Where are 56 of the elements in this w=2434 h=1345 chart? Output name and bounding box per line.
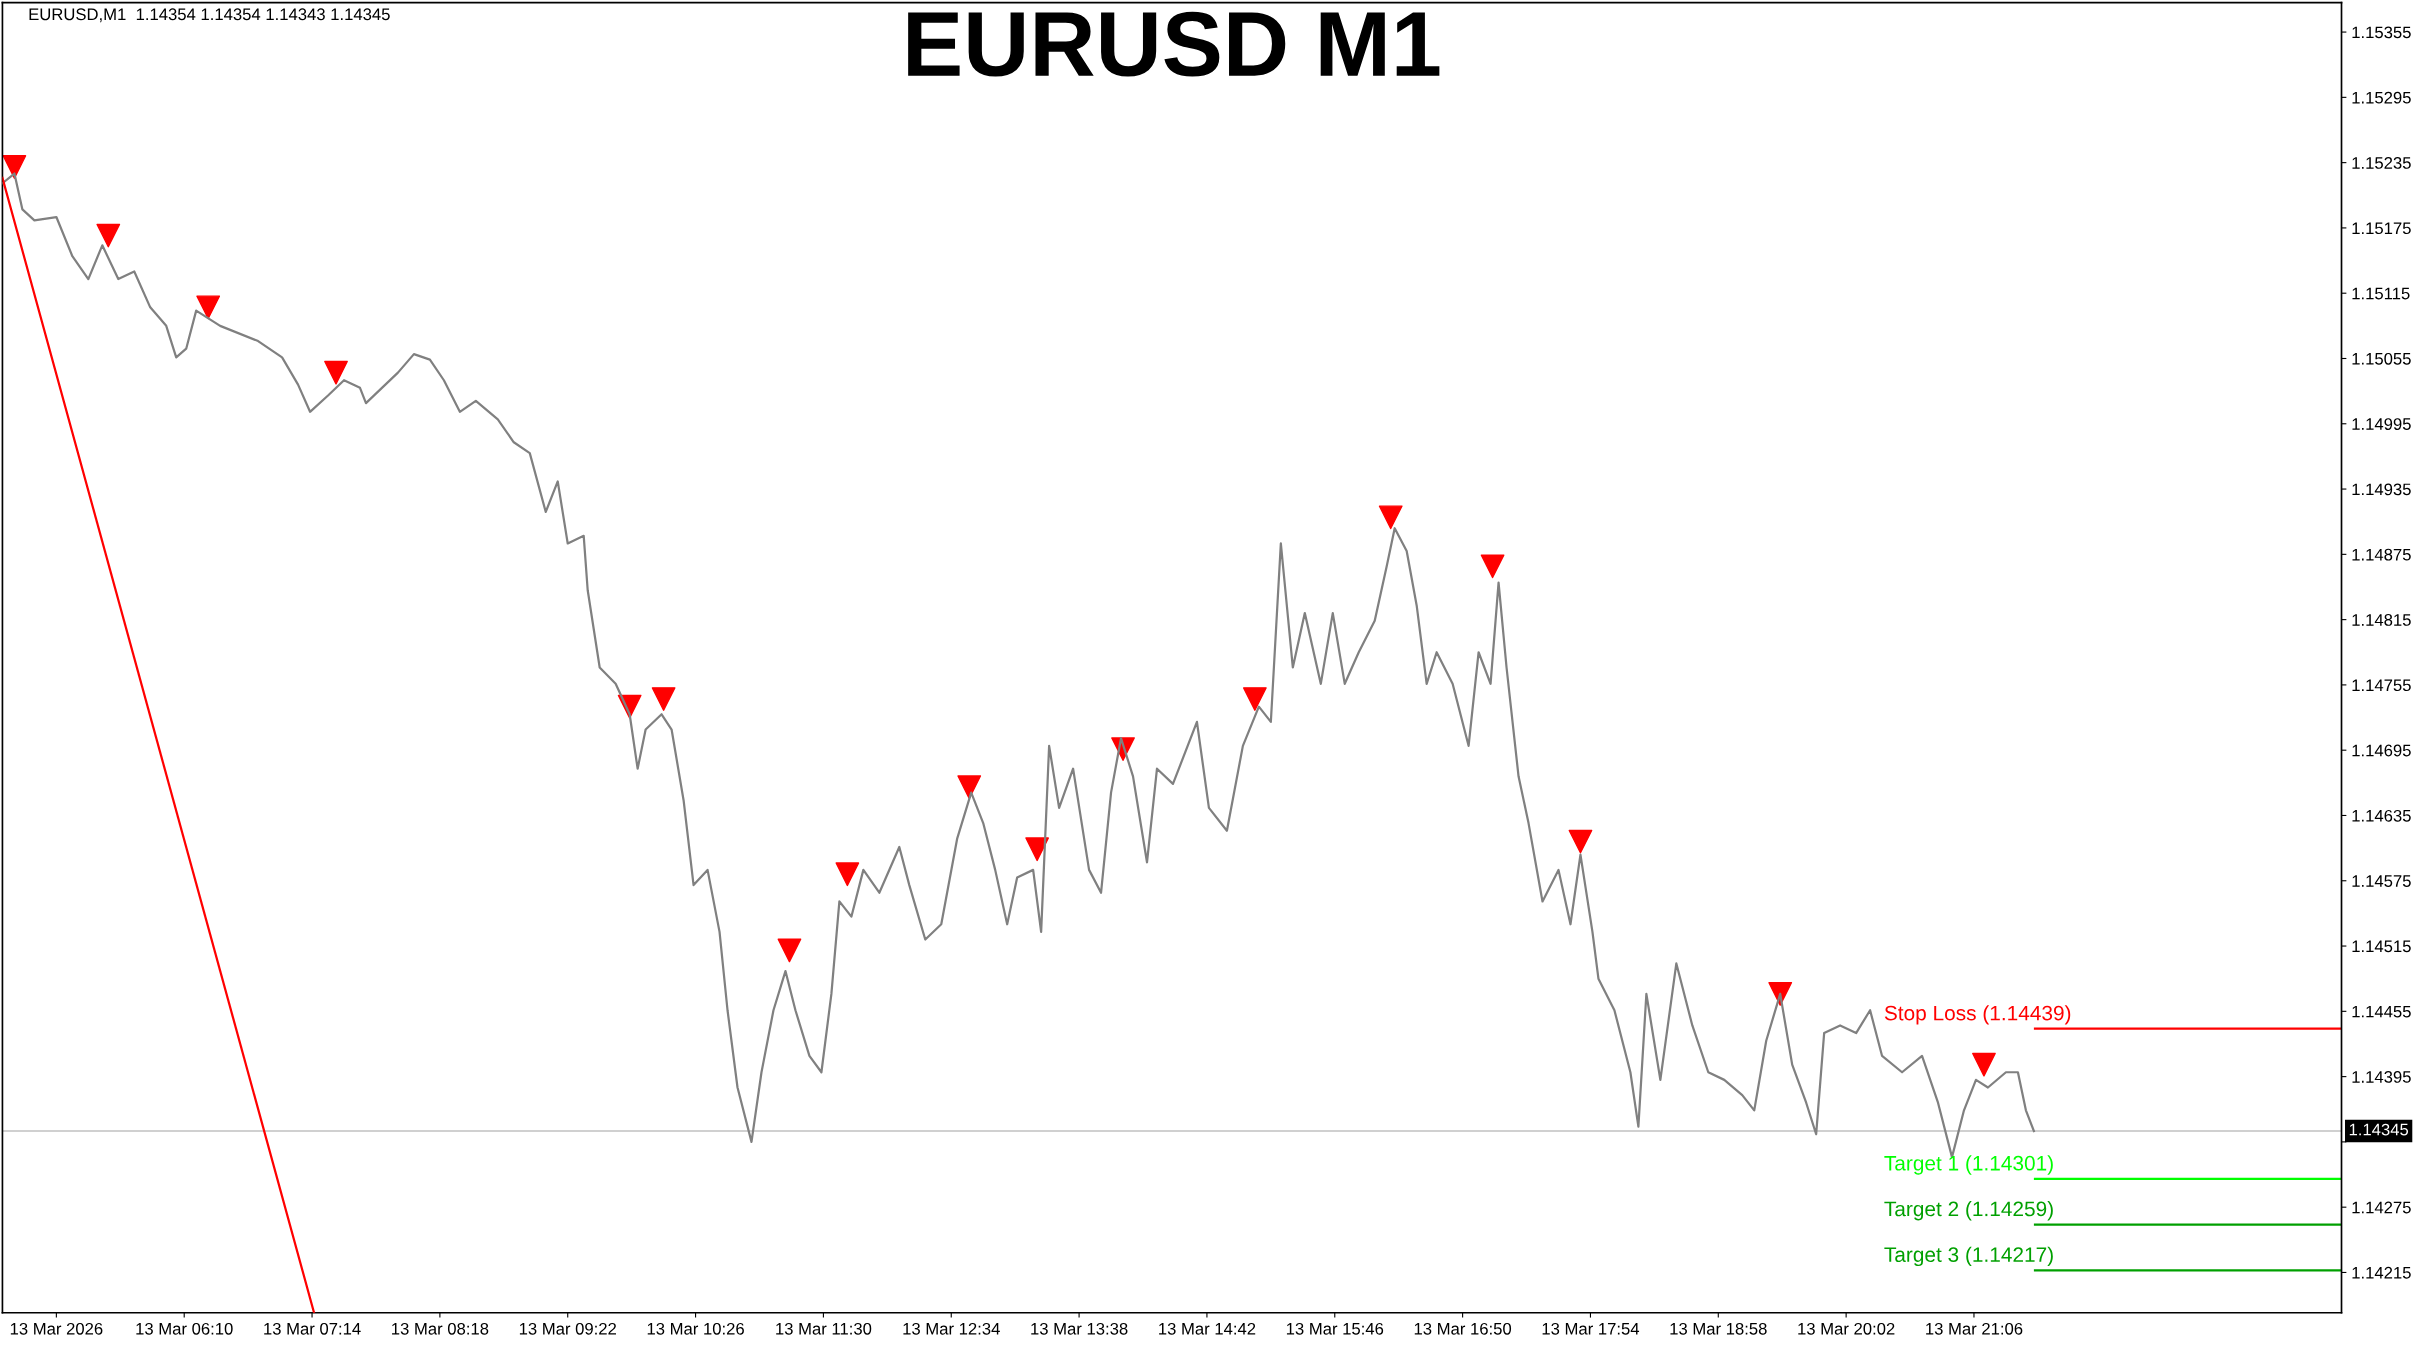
annotation: EURUSD,M1 1.14354 1.14354 1.14343 1.14345 [29,8,390,23]
x-tick-label: 13 Mar 10:26 [647,1322,744,1335]
ref-line-label: Target 2 (1.14259) [1884,1201,2053,1221]
point [196,295,221,320]
y-tick-label: 1.15295 [2352,91,2411,104]
y-tick-label: 1.15055 [2352,352,2411,365]
y-tick-label: 1.14995 [2352,418,2411,430]
y-tick-label: 1.14815 [2352,614,2411,626]
y-tick-label: 1.14935 [2352,483,2411,496]
ref-line-label: Target 3 (1.14217) [1884,1246,2053,1267]
y-tick-label: 1.14275 [2352,1201,2411,1214]
ref-line-label: Target 1 (1.14301) [1884,1155,2053,1175]
y-tick-label: 1.14575 [2352,875,2411,887]
x-tick-label: 13 Mar 20:02 [1798,1322,1895,1335]
y-tick-label: 1.15175 [2352,222,2411,235]
point [957,775,982,800]
x-tick-label: 13 Mar 07:14 [264,1322,361,1335]
x-tick-label: 13 Mar 11:30 [776,1322,872,1335]
point [651,687,676,711]
point [1972,1052,1996,1077]
y-tick-label: 1.14875 [2352,548,2411,561]
point [324,360,348,385]
point [835,862,860,887]
point [96,223,121,248]
y-tick-label: 1.14395 [2352,1071,2411,1083]
chart-title: EURUSD M1 [908,11,1440,77]
y-tick-label: 1.15235 [2352,157,2411,169]
x-tick-label: 13 Mar 2026 [10,1322,103,1335]
x-tick-label: 13 Mar 09:22 [519,1322,616,1335]
x-tick-label: 13 Mar 16:50 [1414,1322,1512,1335]
y-tick-label: 1.14755 [2352,679,2411,692]
x-tick-label: 13 Mar 12:34 [903,1322,1000,1335]
point [1378,505,1403,530]
x-tick-label: 13 Mar 08:18 [392,1322,489,1335]
y-tick-label: 1.14515 [2352,940,2411,953]
y-tick-label: 1.15115 [2352,287,2410,300]
point [777,938,802,963]
point [1025,837,1050,862]
point [2,155,27,179]
x-tick-label: 13 Mar 06:10 [136,1322,233,1335]
ref-line-label: Stop Loss (1.14439) [1884,1005,2071,1025]
point [1480,554,1505,579]
x-tick-label: 13 Mar 17:54 [1542,1322,1640,1335]
ref-line-label: 1.14345 [2349,1123,2409,1136]
point [1242,687,1267,711]
y-tick-label: 1.14695 [2352,744,2411,757]
point [1568,829,1593,854]
y-tick-label: 1.14215 [2352,1266,2411,1279]
y-tick-label: 1.14455 [2352,1005,2411,1018]
y-tick-label: 1.15355 [2352,26,2411,39]
x-tick-label: 13 Mar 14:42 [1159,1322,1256,1335]
x-tick-label: 13 Mar 18:58 [1670,1322,1767,1335]
x-tick-label: 13 Mar 15:46 [1286,1322,1384,1335]
x-tick-label: 13 Mar 21:06 [1926,1322,2023,1335]
y-tick-label: 1.14635 [2352,809,2411,822]
x-tick-label: 13 Mar 13:38 [1031,1322,1128,1335]
